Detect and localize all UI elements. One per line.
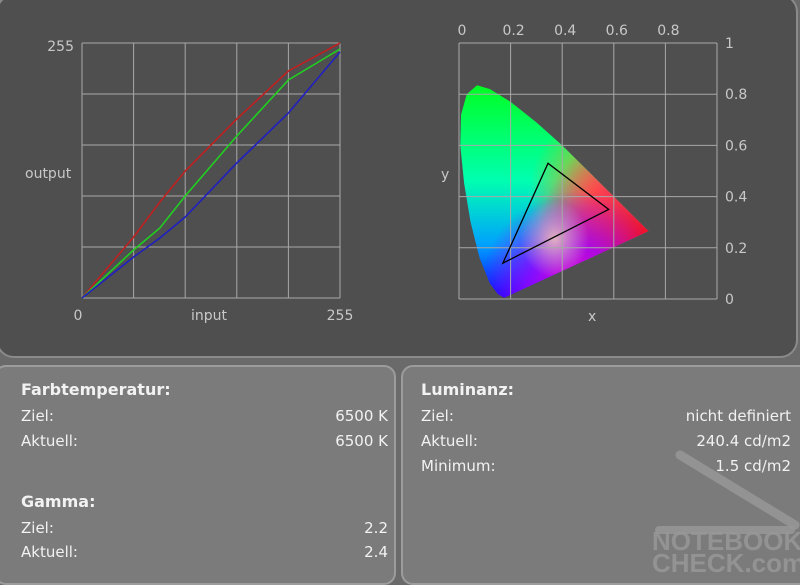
label: Ziel: bbox=[421, 407, 454, 425]
y-tick-label: 0.6 bbox=[725, 138, 747, 154]
y-tick-label: 255 bbox=[47, 39, 74, 55]
y-tick-label: 1 bbox=[725, 36, 734, 52]
x-tick-label: 0.8 bbox=[657, 23, 679, 39]
label: Aktuell: bbox=[21, 432, 78, 450]
value: nicht definiert bbox=[685, 407, 791, 425]
luminance-panel: Luminanz: Ziel: nicht definiert Aktuell:… bbox=[401, 365, 800, 585]
value: 240.4 cd/m2 bbox=[696, 432, 791, 450]
label: Aktuell: bbox=[421, 432, 478, 450]
cie-y-axis-label: y bbox=[441, 167, 449, 183]
gamut-triangle bbox=[501, 162, 610, 265]
x-tick-label: 0 bbox=[458, 23, 467, 39]
y-tick-label: 0.8 bbox=[725, 87, 747, 103]
charts-svg: 0 255 255 0 0.2 0.4 0.6 0.8 0 0.2 0.4 0.6 0.8 1 outp… bbox=[25, 23, 747, 325]
x-tick-label: 0 bbox=[74, 308, 83, 324]
value: 2.2 bbox=[364, 519, 388, 537]
y-axis-label: output bbox=[25, 166, 72, 182]
x-tick-label: 255 bbox=[327, 308, 354, 324]
y-tick-label: 0.4 bbox=[725, 190, 747, 206]
farbtemperatur-heading: Farbtemperatur: bbox=[21, 380, 171, 399]
label: Aktuell: bbox=[21, 543, 78, 561]
label: Ziel: bbox=[21, 407, 54, 425]
cie-x-axis-label: x bbox=[588, 309, 596, 325]
curve-series-1 bbox=[81, 48, 341, 299]
value: 2.4 bbox=[364, 543, 388, 561]
curve-series-0 bbox=[81, 42, 341, 299]
label: Minimum: bbox=[421, 457, 496, 475]
x-tick-label: 0.4 bbox=[554, 23, 576, 39]
value: 6500 K bbox=[335, 407, 388, 425]
gamma-heading: Gamma: bbox=[21, 492, 96, 511]
x-tick-label: 0.2 bbox=[502, 23, 524, 39]
luminanz-heading: Luminanz: bbox=[421, 380, 515, 399]
value: 6500 K bbox=[335, 432, 388, 450]
watermark-text: NOTEBOOK CHECK.com bbox=[652, 526, 800, 578]
y-tick-label: 0 bbox=[725, 292, 734, 308]
label: Ziel: bbox=[21, 519, 54, 537]
y-tick-label: 0.2 bbox=[725, 241, 747, 257]
curve-series-2 bbox=[81, 51, 341, 299]
x-axis-label: input bbox=[191, 308, 228, 324]
x-tick-label: 0.6 bbox=[606, 23, 628, 39]
chromaticity-fill bbox=[460, 85, 649, 298]
value: 1.5 cd/m2 bbox=[715, 457, 791, 475]
color-temperature-gamma-panel: Farbtemperatur: Ziel: 6500 K Aktuell: 65… bbox=[0, 365, 396, 585]
